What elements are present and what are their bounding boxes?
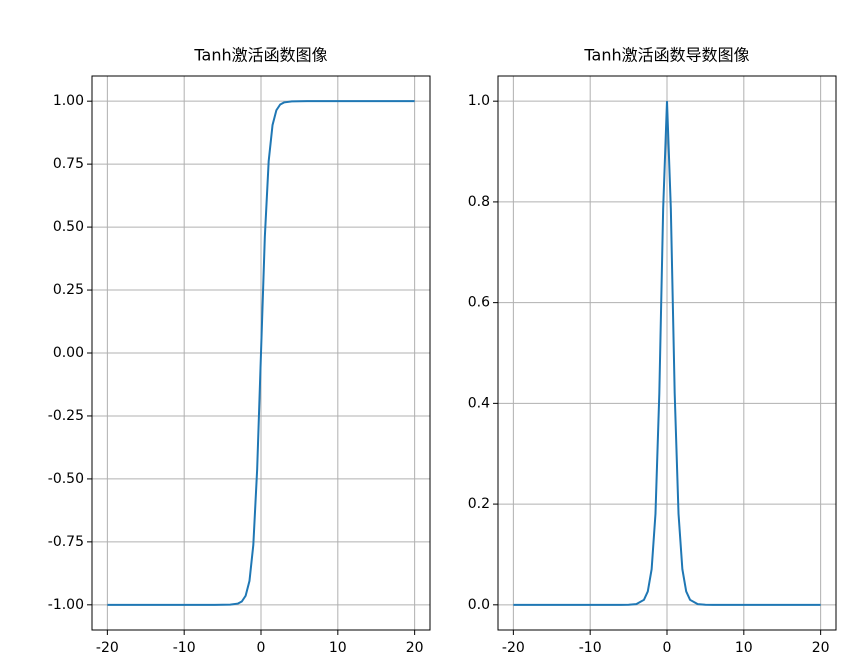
- chart-title: Tanh激活函数导数图像: [583, 46, 749, 65]
- y-tick-label: 0.25: [53, 282, 84, 298]
- y-tick-label: -1.00: [48, 597, 84, 613]
- x-tick-label: -10: [579, 640, 602, 656]
- chart-title: Tanh激活函数图像: [193, 46, 327, 65]
- x-tick-label: 20: [812, 640, 830, 656]
- x-tick-label: -20: [502, 640, 525, 656]
- axes-frame: [91, 75, 431, 631]
- x-tick-label: 10: [735, 640, 753, 656]
- y-tick-label: 0.0: [468, 597, 490, 613]
- y-tick-label: 0.2: [468, 496, 490, 512]
- x-tick-label: 10: [329, 640, 347, 656]
- y-tick-label: -0.75: [48, 534, 84, 550]
- y-tick-label: 1.00: [53, 93, 84, 109]
- x-tick-label: 20: [406, 640, 424, 656]
- x-tick-label: 0: [257, 640, 266, 656]
- y-tick-label: -0.25: [48, 408, 84, 424]
- y-tick-label: 0.50: [53, 219, 84, 235]
- y-tick-label: 1.0: [468, 93, 490, 109]
- y-tick-label: -0.50: [48, 471, 84, 487]
- x-tick-label: -10: [173, 640, 196, 656]
- line: [107, 100, 415, 606]
- y-tick-label: 0.6: [468, 295, 490, 311]
- axes-frame: [497, 75, 837, 631]
- line: [513, 101, 821, 606]
- y-tick-label: 0.75: [53, 156, 84, 172]
- y-tick-label: 0.00: [53, 345, 84, 361]
- x-tick-label: 0: [663, 640, 672, 656]
- x-tick-label: -20: [96, 640, 119, 656]
- y-tick-label: 0.4: [468, 395, 490, 411]
- y-tick-label: 0.8: [468, 194, 490, 210]
